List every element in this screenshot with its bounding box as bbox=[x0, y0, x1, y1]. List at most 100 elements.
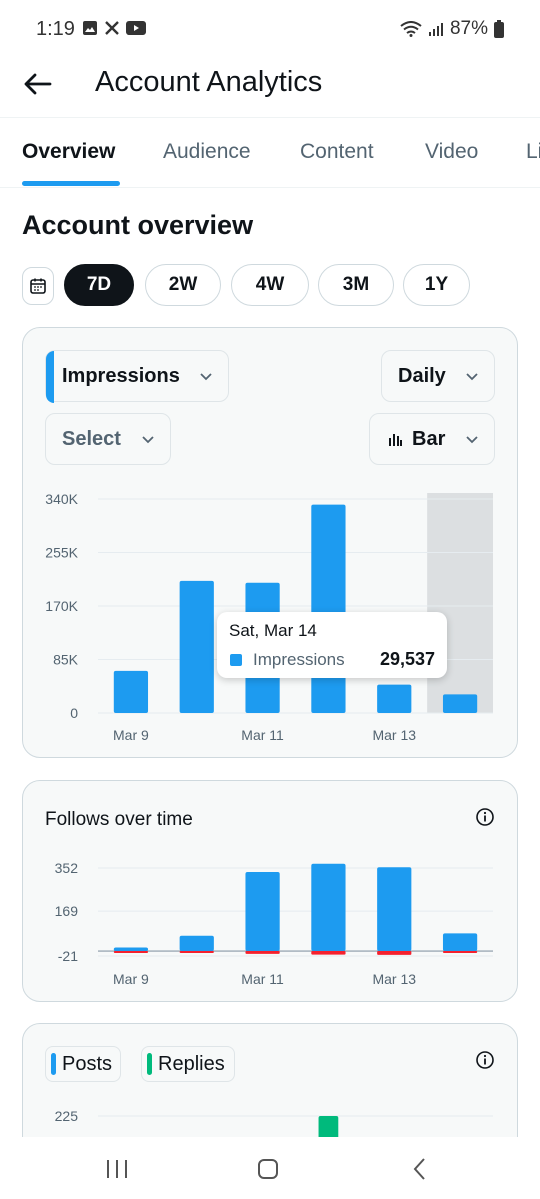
legend-replies[interactable]: Replies bbox=[141, 1046, 235, 1082]
tab-video[interactable]: Video bbox=[425, 140, 479, 163]
home-button[interactable] bbox=[248, 1153, 288, 1185]
range-1y[interactable]: 1Y bbox=[403, 264, 470, 306]
chart-type-dropdown[interactable]: Bar bbox=[369, 413, 495, 465]
impressions-bar bbox=[113, 670, 149, 713]
follows-bar bbox=[245, 872, 280, 952]
notification-icons bbox=[82, 20, 146, 36]
range-7d[interactable]: 7D bbox=[64, 264, 134, 306]
home-icon bbox=[258, 1159, 278, 1179]
active-tab-indicator bbox=[22, 181, 120, 186]
y-tick-label: 0 bbox=[70, 705, 78, 721]
y-tick-label: 352 bbox=[55, 860, 79, 876]
wifi-icon bbox=[400, 21, 422, 37]
chevron-down-icon bbox=[142, 436, 154, 444]
gallery-icon bbox=[83, 21, 97, 35]
tab-audience[interactable]: Audience bbox=[163, 140, 251, 163]
follows-chart: 352 169 -21 Mar 9 Mar 11 Mar 13 bbox=[55, 860, 493, 987]
posts-color-marker bbox=[51, 1053, 56, 1075]
follows-bar bbox=[113, 947, 149, 952]
metric-dropdown[interactable]: Impressions bbox=[45, 350, 229, 403]
arrow-left-icon bbox=[24, 73, 52, 95]
tab-content[interactable]: Content bbox=[300, 140, 374, 163]
system-status: 87% bbox=[400, 18, 504, 40]
x-tick-label: Mar 13 bbox=[372, 727, 416, 743]
tab-live[interactable]: Li bbox=[526, 140, 540, 163]
bar-chart-icon bbox=[389, 434, 402, 446]
tab-bar: Overview Audience Content Video Li bbox=[0, 118, 540, 188]
back-button[interactable] bbox=[22, 68, 54, 100]
replies-color-marker bbox=[147, 1053, 152, 1075]
compare-select-dropdown[interactable]: Select bbox=[45, 413, 171, 465]
tooltip-series-name: Impressions bbox=[253, 650, 345, 669]
y-tick-label: 85K bbox=[53, 652, 79, 668]
y-tick-label: 170K bbox=[45, 598, 78, 614]
x-logo-icon bbox=[105, 21, 119, 35]
follows-bar bbox=[311, 863, 346, 952]
x-tick-label: Mar 11 bbox=[241, 971, 284, 987]
calendar-button[interactable] bbox=[22, 267, 54, 305]
follows-title: Follows over time bbox=[45, 809, 193, 830]
impressions-card: Impressions Daily Select Bar 340K 255K 170… bbox=[22, 327, 518, 758]
tab-overview[interactable]: Overview bbox=[22, 140, 116, 163]
granularity-dropdown[interactable]: Daily bbox=[381, 350, 495, 402]
unfollows-bar bbox=[113, 951, 149, 954]
battery-icon bbox=[494, 20, 504, 38]
range-4w[interactable]: 4W bbox=[231, 264, 309, 306]
y-tick-label: 169 bbox=[55, 903, 79, 919]
unfollows-bar bbox=[311, 951, 346, 955]
unfollows-bar bbox=[245, 951, 280, 954]
metric-color-accent bbox=[46, 351, 54, 403]
x-tick-label: Mar 9 bbox=[113, 971, 149, 987]
chevron-left-icon bbox=[413, 1158, 425, 1180]
tooltip-date: Sat, Mar 14 bbox=[229, 621, 317, 640]
chevron-down-icon bbox=[200, 373, 212, 381]
calendar-icon bbox=[30, 278, 46, 294]
y-tick-label: 225 bbox=[55, 1108, 79, 1124]
system-nav-bar bbox=[0, 1137, 540, 1199]
unfollows-bar bbox=[377, 951, 412, 955]
back-nav-button[interactable] bbox=[400, 1153, 440, 1185]
chevron-down-icon bbox=[466, 436, 478, 444]
granularity-label: Daily bbox=[398, 364, 446, 387]
x-tick-label: Mar 11 bbox=[241, 727, 284, 743]
metric-dropdown-label: Impressions bbox=[62, 364, 180, 387]
range-3m[interactable]: 3M bbox=[318, 264, 394, 306]
recent-apps-icon bbox=[107, 1160, 127, 1178]
info-icon[interactable] bbox=[475, 807, 495, 827]
chart-type-label: Bar bbox=[412, 427, 446, 450]
follows-card: Follows over time 352 169 -21 Mar 9 Mar 11 Ma… bbox=[22, 780, 518, 1002]
range-2w[interactable]: 2W bbox=[145, 264, 221, 306]
status-time: 1:19 bbox=[36, 18, 75, 40]
unfollows-bar bbox=[442, 951, 478, 954]
tooltip-series-swatch bbox=[230, 654, 242, 666]
impressions-chart: 340K 255K 170K 85K 0 Mar 9 Mar 11 Mar 13 bbox=[45, 491, 493, 743]
highlight-band bbox=[427, 493, 493, 713]
follows-bar bbox=[377, 867, 412, 952]
y-tick-label: 340K bbox=[45, 491, 78, 507]
follows-bar bbox=[442, 933, 478, 952]
x-tick-label: Mar 13 bbox=[372, 971, 416, 987]
impressions-bar bbox=[377, 684, 412, 713]
battery-percent: 87% bbox=[449, 18, 488, 39]
y-tick-label: -21 bbox=[58, 948, 78, 964]
follows-bar bbox=[179, 935, 214, 952]
unfollows-bar bbox=[179, 951, 214, 954]
section-title: Account overview bbox=[22, 210, 254, 240]
x-tick-label: Mar 9 bbox=[113, 727, 149, 743]
page-title: Account Analytics bbox=[95, 66, 323, 98]
legend-replies-label: Replies bbox=[158, 1052, 225, 1075]
signal-icon bbox=[428, 23, 443, 36]
impressions-bar bbox=[179, 580, 214, 713]
info-icon[interactable] bbox=[475, 1050, 495, 1070]
impressions-bar bbox=[442, 694, 478, 713]
tooltip-value: 29,537 bbox=[379, 649, 435, 669]
recent-apps-button[interactable] bbox=[97, 1153, 137, 1185]
youtube-icon bbox=[126, 21, 146, 35]
impressions-bar bbox=[311, 504, 346, 713]
app-header: Account Analytics bbox=[0, 60, 540, 118]
status-bar: 1:19 87% bbox=[0, 0, 540, 60]
legend-posts-label: Posts bbox=[62, 1052, 113, 1075]
y-tick-label: 255K bbox=[45, 545, 78, 561]
chevron-down-icon bbox=[466, 373, 478, 381]
legend-posts[interactable]: Posts bbox=[45, 1046, 121, 1082]
